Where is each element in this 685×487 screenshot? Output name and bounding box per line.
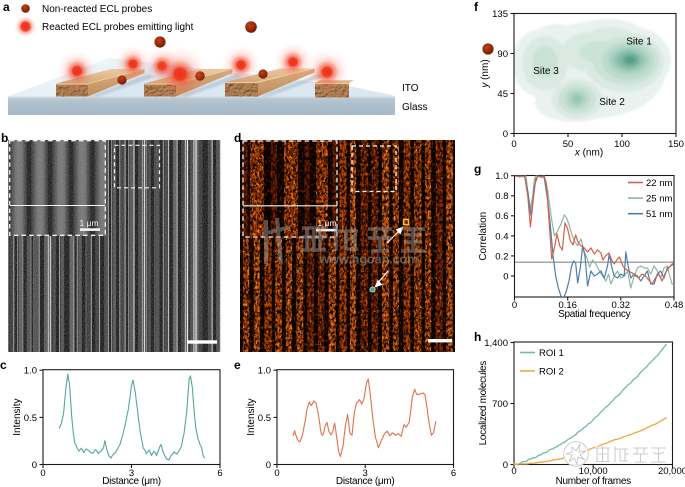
svg-text:Intensity: Intensity [246, 398, 257, 435]
svg-text:0.5: 0.5 [258, 413, 271, 424]
svg-text:90: 90 [497, 49, 508, 60]
svg-text:Distance (μm): Distance (μm) [336, 476, 395, 487]
svg-text:700: 700 [492, 399, 508, 410]
svg-text:0.8: 0.8 [495, 191, 508, 202]
svg-text:1 μm: 1 μm [79, 218, 98, 228]
svg-text:0: 0 [511, 466, 516, 477]
svg-text:b: b [1, 131, 8, 145]
svg-text:22 nm: 22 nm [646, 178, 672, 189]
svg-text:20,000: 20,000 [658, 466, 685, 477]
svg-text:0: 0 [40, 468, 45, 479]
svg-text:y (nm): y (nm) [480, 59, 491, 88]
svg-text:Reacted ECL probes emitting li: Reacted ECL probes emitting light [42, 22, 194, 33]
svg-text:Number of frames: Number of frames [556, 476, 632, 487]
svg-text:Site 1: Site 1 [626, 37, 652, 48]
svg-text:0: 0 [503, 129, 508, 140]
svg-text:d: d [234, 131, 241, 145]
svg-text:3: 3 [363, 468, 368, 479]
svg-text:Correlation: Correlation [478, 212, 489, 261]
svg-text:6: 6 [217, 468, 222, 479]
svg-text:10,000: 10,000 [579, 466, 608, 477]
svg-text:0.16: 0.16 [558, 300, 577, 311]
svg-text:0: 0 [512, 300, 517, 311]
svg-text:6: 6 [451, 468, 456, 479]
svg-text:Glass: Glass [402, 102, 428, 113]
svg-text:Distance (μm): Distance (μm) [102, 476, 161, 487]
svg-text:100: 100 [614, 139, 630, 150]
svg-text:a: a [3, 0, 10, 14]
svg-text:50: 50 [563, 139, 574, 150]
svg-text:ROI 2: ROI 2 [539, 366, 564, 377]
svg-text:f: f [474, 0, 479, 14]
svg-text:Site 3: Site 3 [533, 66, 559, 77]
svg-text:1,400: 1,400 [484, 338, 508, 349]
svg-text:h: h [474, 330, 481, 344]
svg-text:Non-reacted ECL probes: Non-reacted ECL probes [42, 4, 152, 15]
svg-text:0.5: 0.5 [24, 413, 37, 424]
svg-text:0.32: 0.32 [612, 300, 631, 311]
svg-text:c: c [0, 358, 7, 372]
svg-text:3: 3 [129, 468, 134, 479]
svg-text:0.2: 0.2 [495, 251, 508, 262]
svg-text:1.0: 1.0 [258, 366, 271, 377]
svg-text:0: 0 [32, 460, 37, 471]
svg-text:45: 45 [497, 89, 508, 100]
svg-text:0: 0 [266, 460, 271, 471]
svg-text:0: 0 [503, 460, 508, 471]
svg-text:Site 2: Site 2 [599, 97, 625, 108]
svg-text:0.4: 0.4 [495, 231, 508, 242]
svg-text:0.48: 0.48 [665, 300, 684, 311]
svg-text:Localized molecules: Localized molecules [478, 361, 489, 446]
svg-text:1 μm: 1 μm [317, 218, 336, 228]
svg-text:www.hgoan.com: www.hgoan.com [319, 253, 419, 267]
svg-text:51 nm: 51 nm [646, 209, 672, 220]
svg-text:e: e [234, 358, 241, 372]
svg-text:Spatial frequency: Spatial frequency [558, 309, 630, 320]
svg-text:135: 135 [492, 9, 508, 20]
svg-text:1.0: 1.0 [24, 366, 37, 377]
svg-text:ITO: ITO [402, 83, 419, 94]
svg-text:Intensity: Intensity [12, 398, 23, 435]
svg-text:25 nm: 25 nm [646, 194, 672, 205]
svg-text:1.0: 1.0 [495, 171, 508, 182]
svg-text:x (nm): x (nm) [574, 148, 603, 159]
svg-text:150: 150 [668, 139, 684, 150]
svg-text:0: 0 [274, 468, 279, 479]
svg-text:0: 0 [503, 271, 508, 282]
svg-text:ROI 1: ROI 1 [539, 348, 564, 359]
svg-text:0.6: 0.6 [495, 211, 508, 222]
svg-text:g: g [474, 162, 481, 176]
svg-text:0: 0 [511, 139, 516, 150]
